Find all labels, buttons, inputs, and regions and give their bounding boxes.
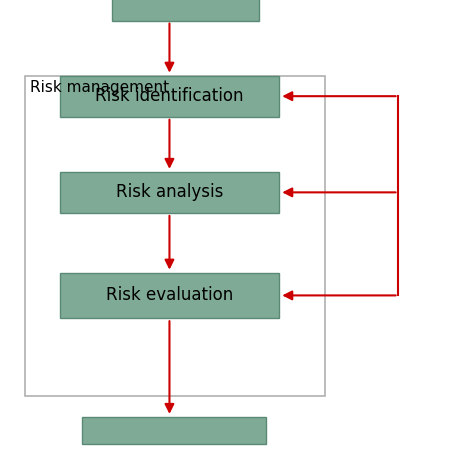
Text: Risk management: Risk management [30,80,169,95]
Bar [60,172,279,213]
Text: Risk analysis: Risk analysis [116,183,223,202]
Bar [112,0,259,21]
Text: Risk evaluation: Risk evaluation [106,286,233,305]
Bar [25,76,325,396]
Text: Risk identification: Risk identification [95,87,244,105]
Bar [82,417,266,444]
Bar [60,273,279,318]
Bar [60,76,279,117]
